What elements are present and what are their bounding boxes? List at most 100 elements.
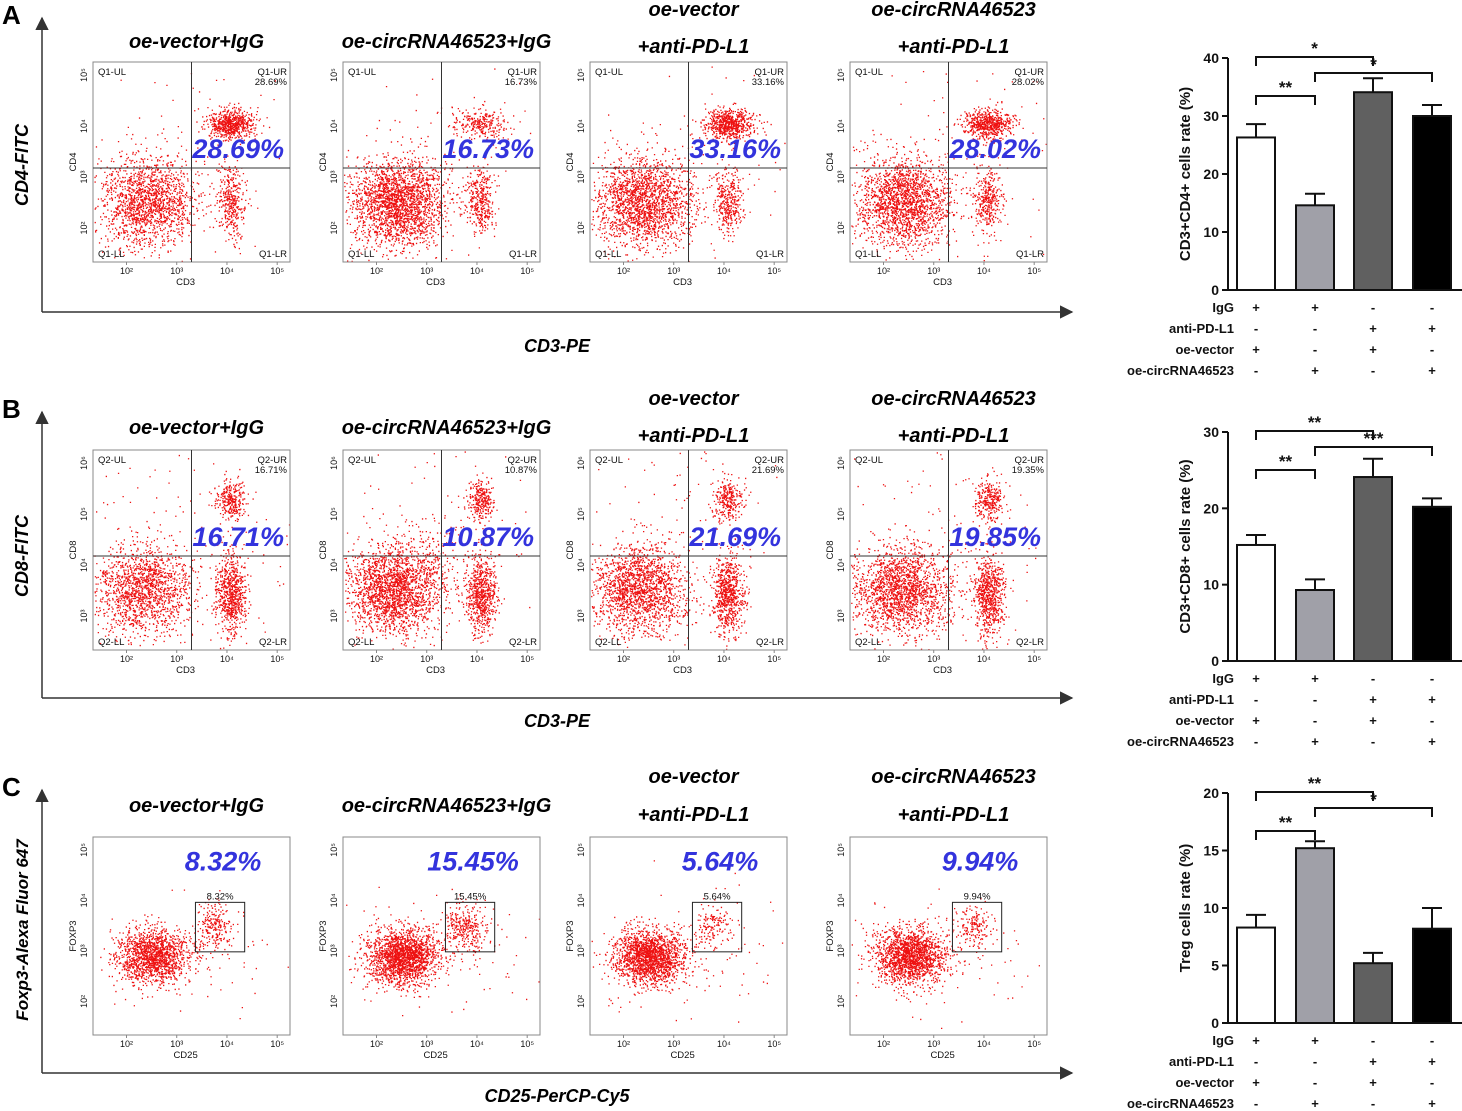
x-tick-label: 10⁵ [520, 654, 534, 664]
condition-label: anti-PD-L1 [1169, 321, 1234, 336]
condition-mark: + [1428, 1096, 1436, 1111]
y-tick-label: 10² [79, 221, 89, 234]
significance-stars: * [1370, 790, 1377, 809]
plot-frame [92, 836, 291, 1036]
dot-cloud [851, 888, 1040, 1029]
condition-mark: - [1430, 342, 1434, 357]
condition-mark: - [1254, 1096, 1258, 1111]
significance-bracket [1255, 430, 1374, 440]
y-tick-label: 10³ [576, 944, 586, 957]
quadrant-label-ur: Q2-UR [507, 455, 537, 466]
significance-bracket [1314, 446, 1433, 456]
y-tick-label: 10³ [79, 609, 89, 622]
condition-mark: + [1252, 342, 1260, 357]
inner-y-label: CD4 [318, 152, 329, 171]
condition-mark: - [1254, 1054, 1258, 1069]
condition-mark: + [1311, 734, 1319, 749]
condition-mark: + [1311, 1033, 1319, 1048]
y-tick-label: 10⁴ [329, 119, 339, 133]
x-tick-label: 10⁵ [520, 1039, 534, 1049]
plot-title: oe-vector+IgG [129, 795, 264, 817]
y-tick-label: 10⁵ [836, 843, 846, 857]
x-tick-label: 10⁵ [1027, 1039, 1041, 1049]
quadrant-label-ll: Q1-LL [98, 249, 124, 260]
x-tick-label: 10³ [170, 1039, 183, 1049]
inner-y-label: CD4 [565, 152, 576, 171]
quadrant-label-ll: Q2-LL [348, 637, 374, 648]
condition-mark: + [1369, 713, 1377, 728]
x-tick-label: 10² [370, 654, 383, 664]
y-tick-label: 10³ [836, 944, 846, 957]
y-tick-label: 10⁴ [836, 119, 846, 133]
quadrant-label-ul: Q1-UL [98, 67, 126, 78]
y-tick-label: 10⁵ [329, 68, 339, 82]
inner-y-label: CD8 [318, 540, 329, 559]
plot-title-line-1: oe-vector [648, 388, 739, 410]
significance-stars: ** [1279, 813, 1293, 832]
x-tick-label: 10⁴ [977, 266, 991, 276]
condition-label: IgG [1212, 671, 1234, 686]
row-x-axis-title: CD3-PE [524, 336, 591, 356]
condition-mark: - [1313, 1075, 1317, 1090]
x-tick-label: 10³ [667, 654, 680, 664]
y-tick-label: 10⁵ [576, 68, 586, 82]
x-tick-label: 10⁴ [977, 654, 991, 664]
flow-plot: oe-circRNA46523+IgG 10² 10³ 10⁴ 10⁵ 10² 10³ 10⁴… [318, 31, 551, 288]
flow-plot: oe-vector+IgG 10² 10³ 10⁴ 10⁵ 10² 10³ 10⁴ 10⁵ CD2… [68, 795, 291, 1061]
x-tick-label: 10⁵ [767, 654, 781, 664]
row-y-axis-title: CD8-FITC [12, 514, 32, 597]
scatter-dots [100, 889, 289, 1020]
quadrant-label-ll: Q1-LL [348, 249, 374, 260]
condition-mark: - [1371, 300, 1375, 315]
quadrant-label-ul: Q2-UL [98, 455, 126, 466]
quadrant-percent: 28.69% [255, 77, 288, 88]
flow-plot: oe-circRNA46523 +anti-PD-L1 10² 10³ 10⁴ 10⁵ 10… [825, 0, 1048, 288]
dot-cloud [591, 860, 784, 1023]
x-tick-label: 10³ [420, 654, 433, 664]
plot-title-line-2: +anti-PD-L1 [898, 36, 1010, 58]
x-tick-label: 10³ [927, 1039, 940, 1049]
big-percent: 28.69% [191, 134, 284, 164]
big-percent: 8.32% [185, 847, 262, 877]
inner-x-label: CD3 [426, 277, 445, 288]
bar-4 [1412, 927, 1452, 1025]
condition-mark: + [1369, 321, 1377, 336]
inner-x-label: CD3 [176, 665, 195, 676]
y-tick-label: 10⁴ [329, 558, 339, 572]
inner-x-label: CD3 [673, 277, 692, 288]
condition-mark: + [1428, 692, 1436, 707]
y-tick-label: 10³ [79, 170, 89, 183]
y-tick-label: 10⁵ [836, 507, 846, 521]
x-tick-label: 10² [120, 266, 133, 276]
condition-mark: + [1252, 671, 1260, 686]
quadrant-percent: 10.87% [505, 465, 538, 476]
big-percent: 9.94% [942, 847, 1019, 877]
bar-y-tick-label: 10 [1203, 577, 1219, 593]
inner-y-label: FOXP3 [565, 920, 576, 951]
flow-plot: oe-vector +anti-PD-L1 10² 10³ 10⁴ 10⁵ 10² 10³ 10… [565, 766, 788, 1061]
dot-cloud [346, 886, 541, 1017]
condition-mark: - [1430, 1033, 1434, 1048]
dot-cloud [94, 454, 291, 650]
bar-4 [1412, 505, 1452, 662]
x-tick-label: 10² [370, 1039, 383, 1049]
bar-3 [1353, 962, 1393, 1025]
inner-x-label: CD3 [933, 665, 952, 676]
row-x-axis-title: CD25-PerCP-Cy5 [484, 1086, 630, 1106]
flow-cytometry-layer: A CD4-FITC CD3-PE oe-vector+IgG 10² 10³ 10⁴ 10⁵… [2, 0, 1074, 1106]
row-x-axis-title: CD3-PE [524, 711, 591, 731]
x-tick-label: 10² [877, 654, 890, 664]
inner-x-label: CD25 [930, 1050, 954, 1061]
inner-x-label: CD3 [933, 277, 952, 288]
y-tick-label: 10⁵ [329, 507, 339, 521]
quadrant-label-ul: Q2-UL [595, 455, 623, 466]
quadrant-percent: 16.71% [255, 465, 288, 476]
plot-title-line-1: oe-vector [648, 0, 739, 21]
condition-mark: - [1371, 1033, 1375, 1048]
y-tick-label: 10⁴ [79, 893, 89, 907]
condition-mark: + [1428, 734, 1436, 749]
inner-y-label: CD8 [825, 540, 836, 559]
y-tick-label: 10³ [576, 170, 586, 183]
x-tick-label: 10⁵ [767, 266, 781, 276]
